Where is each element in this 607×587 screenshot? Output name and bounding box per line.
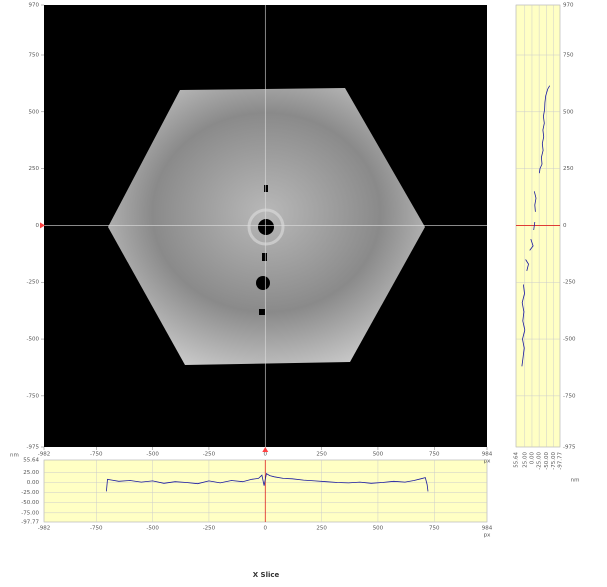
x-tick-label: -500	[146, 526, 159, 532]
x-tick-label: 750	[429, 452, 440, 458]
marker	[262, 447, 268, 452]
y-tick-label: -250	[563, 280, 576, 286]
unit-label: px	[484, 533, 491, 539]
y-tick-label: 0	[36, 223, 40, 229]
y-tick-label: -75.00	[21, 510, 39, 516]
y-tick-label: 970	[29, 3, 40, 9]
x-tick-label: 250	[316, 526, 327, 532]
x-tick-label: -25.00	[537, 452, 543, 470]
unit-label: nm	[571, 478, 580, 484]
y-tick-label: -750	[27, 393, 40, 399]
y-tick-label: -250	[27, 280, 40, 286]
x-tick-label: 500	[373, 526, 384, 532]
x-tick-label: 25.00	[522, 452, 528, 468]
x-tick-label: -50.00	[544, 452, 550, 470]
x-tick-label: 0	[264, 452, 268, 458]
y-tick-label: 500	[29, 109, 40, 115]
y-tick-label: 0	[563, 223, 567, 229]
x-tick-label: -75.00	[551, 452, 557, 470]
y-tick-label: 970	[563, 3, 574, 9]
y-tick-label: 250	[563, 166, 574, 172]
y-tick-label: -975	[563, 445, 576, 451]
x-tick-label: 984	[482, 526, 493, 532]
x-tick-label: 500	[373, 452, 384, 458]
defect	[262, 253, 267, 261]
x-tick-label: 250	[316, 452, 327, 458]
plot-title: X Slice	[253, 571, 280, 579]
y-tick-label: 250	[29, 166, 40, 172]
y-tick-label: 750	[29, 52, 40, 58]
y-tick-label: -500	[563, 337, 576, 343]
x-tick-label: -750	[90, 526, 103, 532]
y-tick-label: -97.77	[21, 520, 39, 526]
x-tick-label: -750	[90, 452, 103, 458]
defect	[256, 276, 270, 290]
unit-label: px	[484, 459, 491, 465]
y-tick-label: 500	[563, 109, 574, 115]
x-tick-label: 750	[429, 526, 440, 532]
y-tick-label: -25.00	[21, 490, 39, 496]
x-tick-label: -982	[38, 452, 50, 458]
x-tick-label: -982	[38, 526, 50, 532]
y-tick-label: -500	[27, 337, 40, 343]
y-tick-label: 750	[563, 52, 574, 58]
y-tick-label: 25.00	[23, 470, 39, 476]
slice-viewer: X Slice -982 -750 -500 -250 0 250 500 750 984 970…	[0, 0, 607, 587]
x-tick-label: -97.77	[558, 452, 564, 470]
y-tick-label: 0.00	[27, 480, 40, 486]
x-tick-label: 0.00	[529, 452, 535, 465]
defect	[258, 219, 274, 235]
y-tick-label: -50.00	[21, 500, 39, 506]
x-tick-label: 984	[482, 452, 493, 458]
y-tick-label: 55.64	[23, 458, 39, 464]
x-tick-label: -250	[203, 526, 216, 532]
x-tick-label: 0	[264, 526, 268, 532]
x-tick-label: -500	[146, 452, 159, 458]
defect	[264, 185, 268, 192]
x-tick-label: -250	[203, 452, 216, 458]
y-tick-label: -750	[563, 393, 576, 399]
x-tick-label: 55.64	[514, 452, 520, 468]
defect	[259, 309, 265, 315]
y-tick-label: -975	[27, 445, 40, 451]
unit-label: nm	[10, 453, 19, 459]
